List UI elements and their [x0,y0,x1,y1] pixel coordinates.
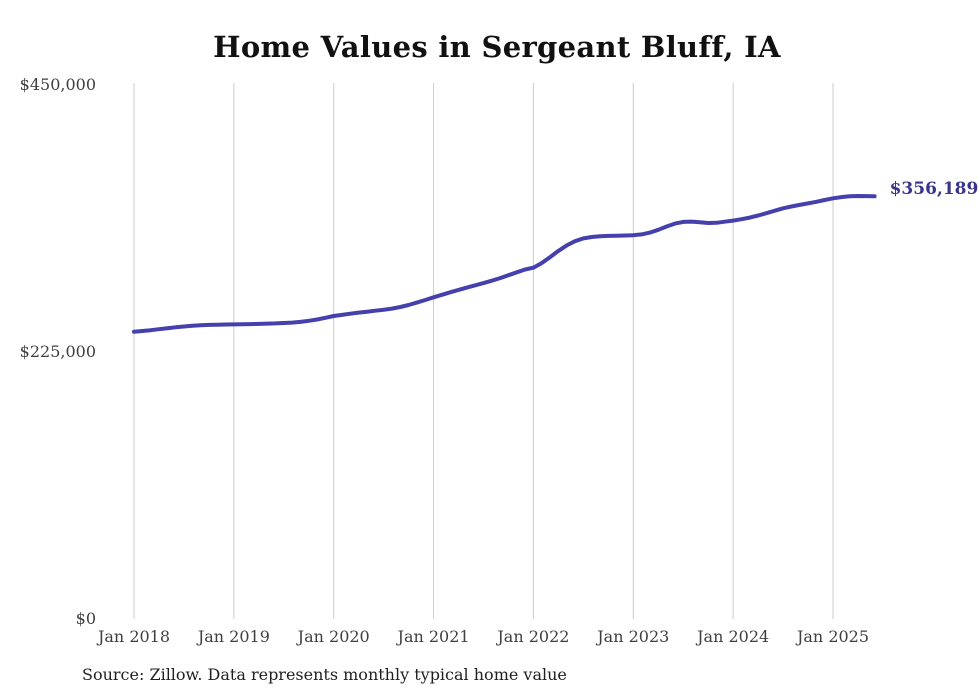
x-tick-label: Jan 2020 [297,627,370,646]
x-tick-label: Jan 2023 [597,627,670,646]
current-value-label: $356,189 [889,179,979,200]
source-note: Source: Zillow. Data represents monthly … [82,665,567,684]
y-tick-label: $450,000 [19,75,96,94]
x-tick-label: Jan 2018 [97,627,171,646]
x-tick-label: Jan 2019 [197,627,270,646]
x-tick-label: Jan 2024 [697,627,770,646]
x-tick-label: Jan 2021 [397,627,470,646]
y-tick-label: $225,000 [19,342,96,361]
x-tick-label: Jan 2025 [796,627,870,646]
y-tick-label: $0 [75,609,96,628]
value-line [132,194,877,334]
chart-title: Home Values in Sergeant Bluff, IA [213,30,781,64]
x-tick-label: Jan 2022 [497,627,570,646]
